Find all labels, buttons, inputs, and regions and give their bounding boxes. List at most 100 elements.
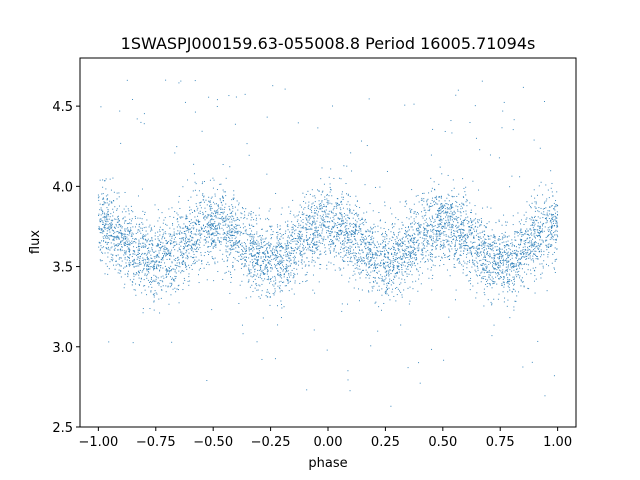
data-point: [529, 257, 531, 259]
data-point: [177, 285, 179, 287]
data-point: [539, 237, 541, 239]
data-point: [104, 223, 106, 225]
data-point: [468, 231, 470, 233]
data-point: [114, 247, 116, 249]
data-point: [518, 259, 520, 261]
data-point: [400, 255, 402, 257]
data-point: [348, 241, 350, 243]
data-point: [440, 234, 442, 236]
data-point: [174, 287, 176, 289]
data-point: [539, 226, 541, 228]
data-point: [188, 276, 190, 278]
data-point: [395, 300, 397, 302]
data-point: [166, 271, 168, 273]
data-point: [317, 189, 319, 191]
data-point: [126, 79, 128, 81]
data-point: [370, 256, 372, 258]
data-point: [530, 273, 532, 275]
data-point: [287, 224, 289, 226]
data-point: [200, 254, 202, 256]
data-point: [185, 218, 187, 220]
data-point: [159, 226, 161, 228]
data-point: [239, 284, 241, 286]
data-point: [182, 239, 184, 241]
data-point: [280, 274, 282, 276]
data-point: [451, 248, 453, 250]
data-point: [162, 275, 164, 277]
data-point: [116, 249, 118, 251]
data-point: [143, 285, 145, 287]
data-point: [353, 209, 355, 211]
data-point: [430, 269, 432, 271]
data-point: [230, 281, 232, 283]
data-point: [386, 285, 388, 287]
data-point: [117, 236, 119, 238]
data-point: [106, 207, 108, 209]
data-point: [314, 201, 316, 203]
data-point: [341, 274, 343, 276]
data-point: [228, 240, 230, 242]
data-point: [321, 237, 323, 239]
data-point: [160, 276, 162, 278]
data-point: [205, 229, 207, 231]
data-point: [142, 229, 144, 231]
data-point: [229, 231, 231, 233]
data-point: [436, 244, 437, 246]
data-point: [391, 270, 393, 272]
data-point: [337, 218, 339, 220]
data-point: [124, 216, 126, 218]
data-point: [108, 218, 110, 220]
data-point: [426, 218, 428, 220]
data-point: [545, 222, 547, 224]
data-point: [503, 260, 505, 262]
data-point: [133, 289, 135, 291]
data-point: [252, 265, 254, 267]
data-point: [551, 218, 553, 220]
data-point: [317, 234, 319, 236]
data-point: [178, 195, 180, 197]
data-point: [150, 262, 152, 264]
data-point: [387, 251, 389, 253]
data-point: [478, 255, 480, 257]
data-point: [354, 273, 356, 275]
data-point: [170, 243, 172, 245]
data-point: [132, 250, 134, 252]
data-point: [119, 265, 121, 267]
data-point: [341, 217, 343, 219]
data-point: [466, 237, 468, 239]
data-point: [251, 261, 253, 263]
data-point: [539, 234, 541, 236]
data-point: [473, 241, 475, 243]
data-point: [199, 241, 201, 243]
data-point: [445, 234, 447, 236]
data-point: [332, 220, 334, 222]
data-point: [333, 248, 335, 250]
data-point: [186, 226, 188, 228]
data-point: [454, 248, 456, 250]
data-point: [257, 252, 259, 254]
data-point: [463, 247, 465, 249]
data-point: [147, 279, 149, 281]
data-point: [370, 271, 372, 273]
data-point: [271, 237, 273, 239]
data-point: [454, 235, 456, 237]
data-point: [381, 288, 383, 290]
data-point: [250, 210, 252, 212]
data-point: [410, 212, 412, 214]
data-point: [524, 256, 526, 258]
data-point: [421, 211, 423, 213]
data-point: [494, 255, 496, 257]
data-point: [191, 227, 193, 229]
data-point: [316, 248, 318, 250]
data-point: [533, 189, 535, 191]
data-point: [315, 226, 317, 228]
data-point: [212, 232, 214, 234]
data-point: [107, 194, 109, 196]
data-point: [124, 258, 126, 260]
data-point: [99, 259, 101, 261]
data-point: [483, 272, 485, 274]
data-point: [123, 236, 125, 238]
data-point: [455, 251, 457, 253]
data-point: [138, 265, 140, 267]
data-point: [186, 245, 188, 247]
